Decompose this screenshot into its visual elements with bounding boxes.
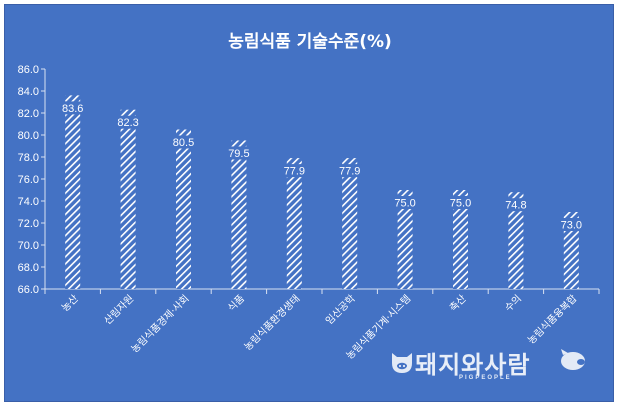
pig-face-icon	[392, 353, 412, 373]
data-label: 74.8	[505, 200, 526, 212]
bar-chart: 66.0 68.0 70.0 72.0 74.0 76.0 78.0 80.0 82.0 84.0…	[18, 64, 600, 362]
data-label-box	[116, 115, 141, 129]
y-tick-label: 80.0	[18, 130, 39, 142]
data-label: 82.3	[117, 117, 138, 129]
y-tick-label: 86.0	[18, 64, 39, 76]
data-label-box	[559, 218, 584, 231]
y-tick-label: 78.0	[18, 152, 39, 164]
data-label: 79.5	[228, 148, 249, 160]
x-tick-label: 수의	[503, 293, 525, 315]
data-labels: 83.6 82.3 80.5 79.5 77.9 77.9 75.0 75.0 74.8 73.0	[60, 101, 584, 232]
data-label: 80.5	[173, 137, 194, 149]
x-tick-label: 축산	[447, 293, 469, 315]
pig-head-icon	[561, 349, 585, 370]
data-label-box	[60, 101, 85, 115]
y-tick-label: 66.0	[18, 284, 39, 296]
data-label-box	[171, 135, 196, 149]
x-tick-label: 농림식품경제·사회	[128, 292, 191, 355]
axes: 66.0 68.0 70.0 72.0 74.0 76.0 78.0 80.0 82.0 84.0…	[18, 64, 600, 296]
bar	[176, 129, 191, 289]
bar	[453, 190, 468, 289]
data-label: 77.9	[284, 166, 305, 178]
data-label: 83.6	[62, 103, 83, 115]
y-tick-label: 68.0	[18, 262, 39, 274]
y-tick-label: 82.0	[18, 108, 39, 120]
data-label-box	[337, 164, 362, 178]
y-tick-label: 84.0	[18, 86, 39, 98]
bar	[508, 192, 524, 289]
chart-title: 농림식품 기술수준(%)	[228, 32, 392, 52]
x-tick-label: 농산	[59, 293, 81, 315]
data-label-box	[282, 164, 307, 178]
x-tick-label: 산림자원	[102, 293, 137, 328]
data-label: 77.9	[339, 166, 360, 178]
watermark-subtext: PIGPEOPLE	[459, 375, 512, 381]
y-tick-label: 72.0	[18, 218, 39, 230]
data-label-box	[393, 196, 418, 209]
bar	[120, 109, 136, 289]
bar	[231, 140, 247, 289]
data-label: 75.0	[394, 198, 415, 210]
data-label: 75.0	[450, 198, 471, 210]
bar	[397, 190, 413, 289]
y-tick-label: 74.0	[18, 196, 39, 208]
bar	[342, 158, 358, 289]
watermark: 돼지와사람 PIGPEOPLE	[389, 343, 589, 387]
bar	[286, 158, 302, 289]
y-tick-label: 76.0	[18, 174, 39, 186]
bar	[563, 212, 579, 289]
data-label-box	[226, 146, 251, 160]
x-tick-label: 농림식품융복합	[525, 293, 579, 347]
y-tick-label: 70.0	[18, 240, 39, 252]
watermark-text: 돼지와사람	[415, 351, 531, 379]
data-label: 73.0	[561, 220, 582, 232]
chart-frame: 농림식품 기술수준(%) 66.0 68.0 70.0 72.0 74.0 76.0 78.…	[4, 4, 614, 402]
x-tick-label: 식품	[226, 293, 248, 315]
data-label-box	[503, 198, 528, 212]
data-label-box	[448, 196, 473, 209]
bars	[65, 95, 579, 290]
x-tick-label: 임산공학	[323, 292, 358, 327]
x-tick-label: 농림식품환경생태	[241, 292, 302, 353]
bar	[65, 95, 81, 290]
